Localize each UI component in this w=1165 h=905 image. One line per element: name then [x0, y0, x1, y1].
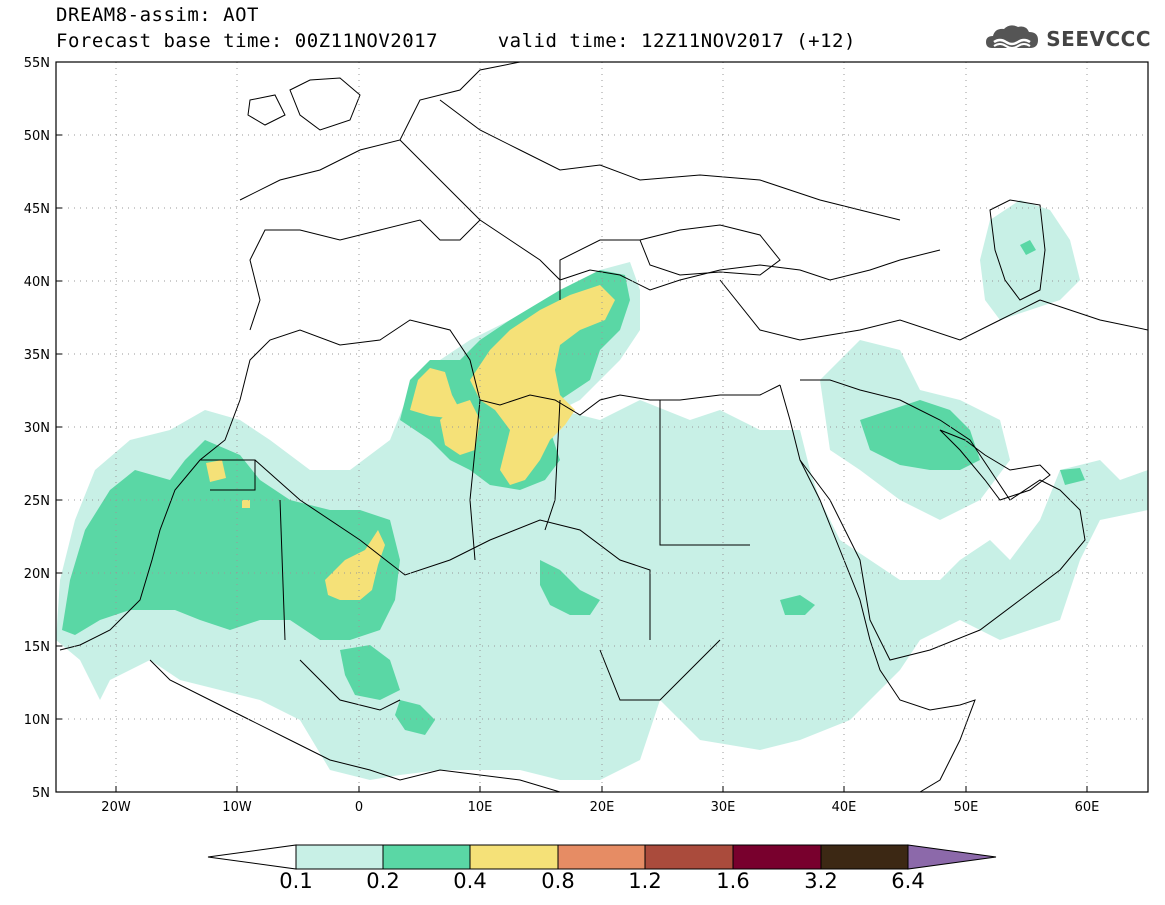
- colorbar: [207, 844, 997, 870]
- colorbar-label: 1.6: [716, 869, 750, 893]
- colorbar-segment: [820, 844, 909, 870]
- lat-label: 40N: [24, 275, 50, 290]
- colorbar-label: 3.2: [804, 869, 838, 893]
- colorbar-label: 0.8: [541, 869, 575, 893]
- forecast-times: Forecast base time: 00Z11NOV2017 valid t…: [56, 30, 856, 52]
- chart-title: DREAM8-assim: AOT: [56, 4, 259, 26]
- lat-label: 30N: [24, 421, 50, 436]
- colorbar-label: 1.2: [628, 869, 662, 893]
- cloud-icon: [986, 25, 1039, 49]
- colorbar-label: 0.2: [366, 869, 400, 893]
- colorbar-segment: [557, 844, 646, 870]
- lat-label: 5N: [32, 786, 50, 801]
- lon-label: 10E: [468, 800, 493, 815]
- logo-text: SEEVCCC: [1046, 27, 1151, 51]
- colorbar-low-arrow: [207, 844, 297, 870]
- lat-label: 45N: [24, 202, 50, 217]
- colorbar-segment: [644, 844, 734, 870]
- lon-label: 50E: [954, 800, 979, 815]
- longitude-labels: 20W 10W 0 10E 20E 30E 40E 50E 60E: [101, 800, 1099, 815]
- lon-label: 10W: [222, 800, 252, 815]
- lat-label: 10N: [24, 713, 50, 728]
- lat-label: 35N: [24, 348, 50, 363]
- colorbar-segment: [295, 844, 384, 870]
- axis-ticks: [56, 61, 1088, 792]
- gridlines: [56, 62, 1148, 792]
- lon-label: 40E: [832, 800, 857, 815]
- lat-label: 15N: [24, 640, 50, 655]
- lat-label: 50N: [24, 129, 50, 144]
- colorbar-segment: [732, 844, 822, 870]
- seevccc-logo: SEEVCCC: [984, 22, 1151, 56]
- colorbar-label: 0.4: [453, 869, 487, 893]
- aot-contours: [56, 200, 1148, 780]
- latitude-labels: 55N 50N 45N 40N 35N 30N 25N 20N 15N 10N …: [24, 56, 50, 801]
- colorbar-high-arrow: [907, 844, 997, 870]
- colorbar-segment: [382, 844, 471, 870]
- lon-label: 0: [355, 800, 363, 815]
- lon-label: 20W: [101, 800, 131, 815]
- colorbar-label: 0.1: [279, 869, 313, 893]
- colorbar-label: 6.4: [891, 869, 925, 893]
- lon-label: 20E: [590, 800, 615, 815]
- lon-label: 60E: [1075, 800, 1100, 815]
- coastlines: [59, 62, 1148, 792]
- colorbar-segment: [469, 844, 559, 870]
- lat-label: 20N: [24, 567, 50, 582]
- lat-label: 55N: [24, 56, 50, 71]
- lat-label: 25N: [24, 494, 50, 509]
- lon-label: 30E: [711, 800, 736, 815]
